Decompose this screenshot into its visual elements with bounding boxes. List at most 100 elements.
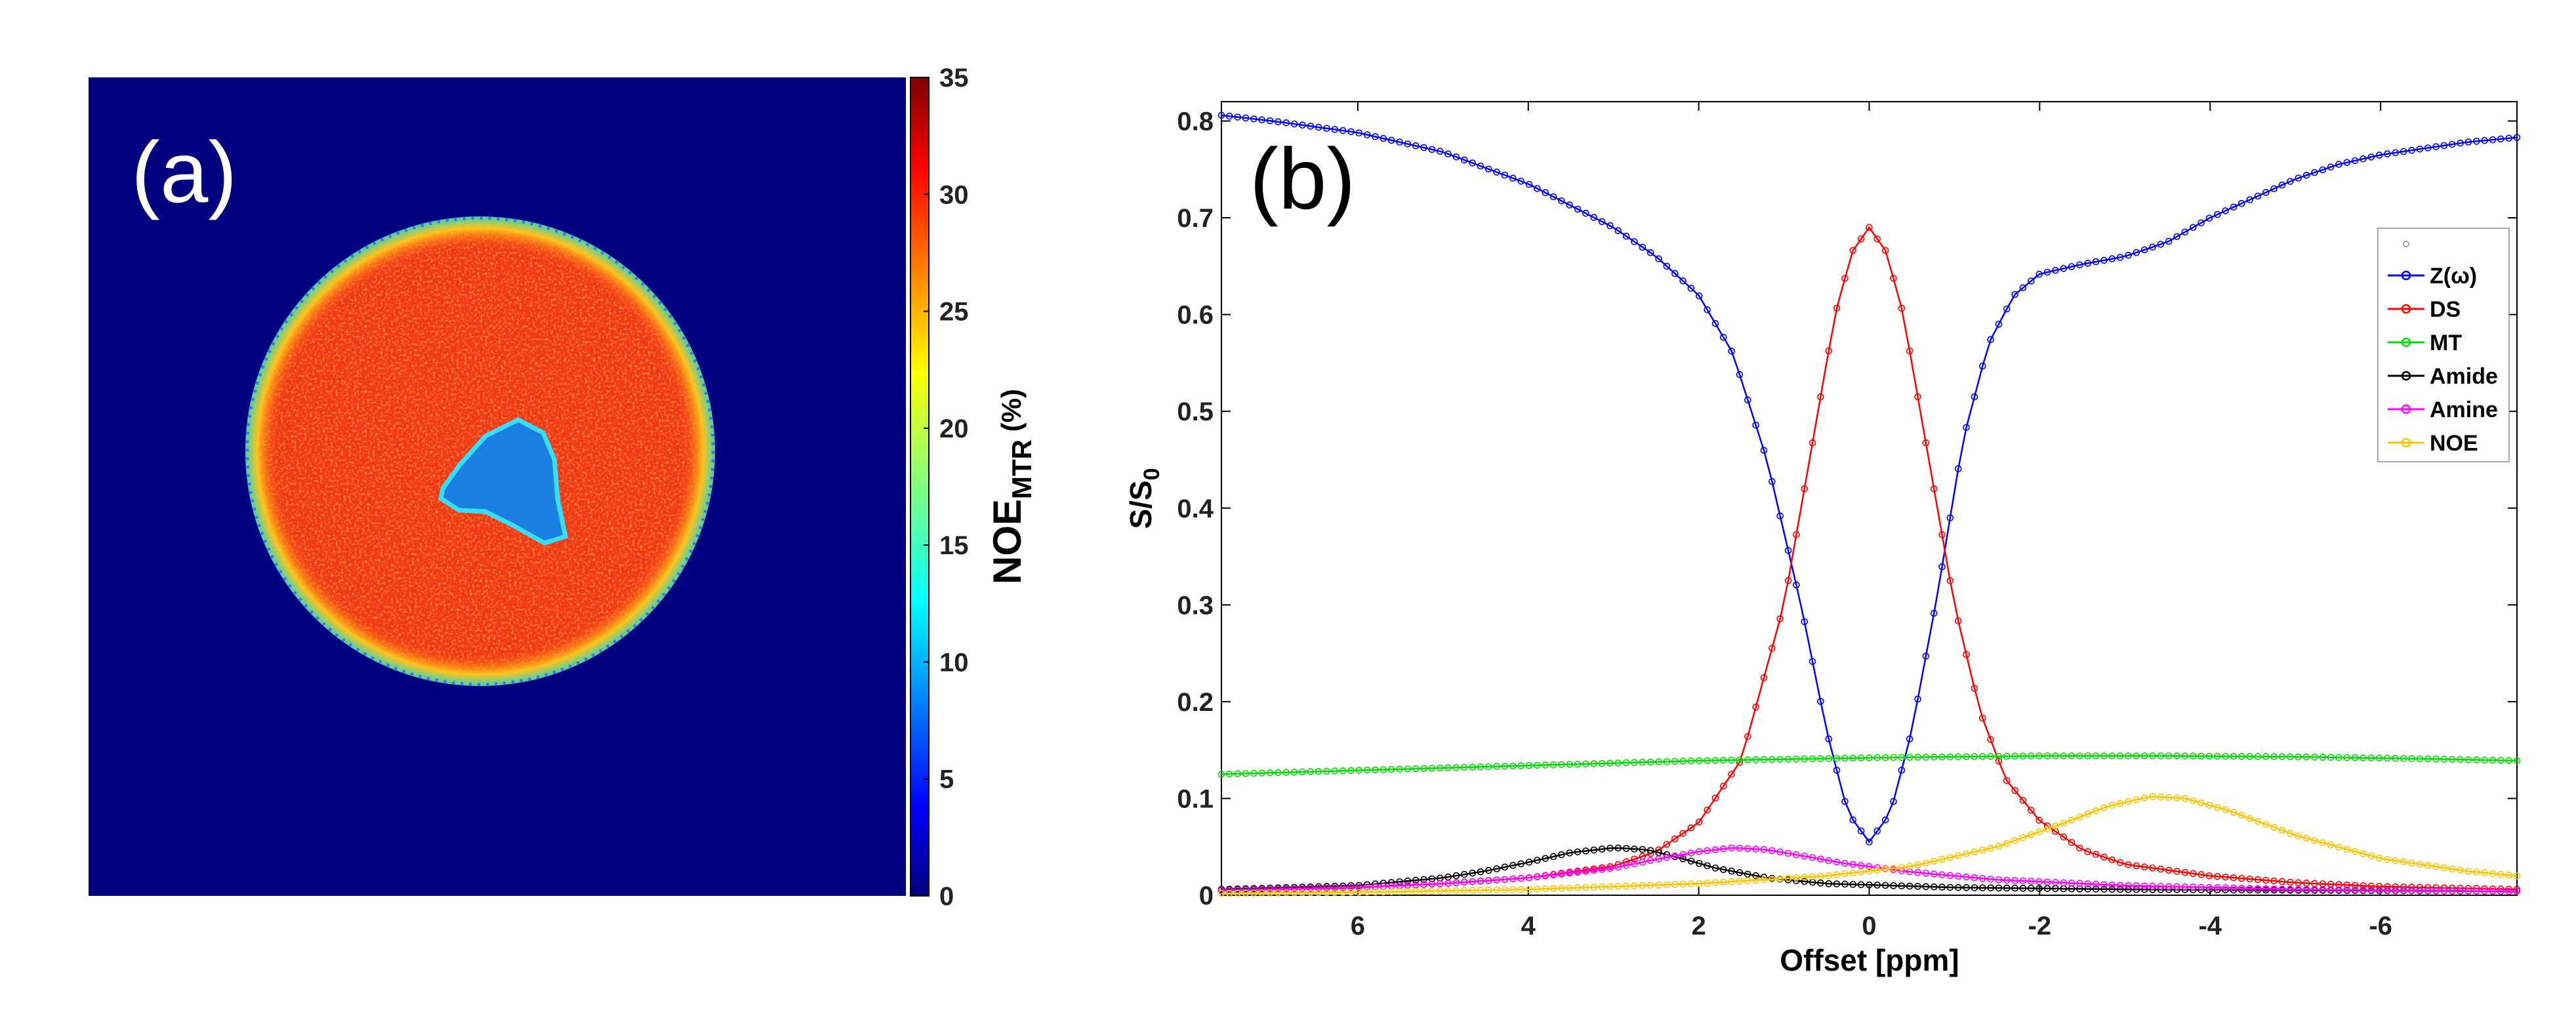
data-point: [2367, 886, 2375, 894]
data-point: [1226, 889, 1233, 897]
data-point: [2319, 839, 2327, 847]
data-point: [1760, 876, 1768, 883]
data-point: [1784, 577, 1792, 584]
data-point: [1793, 531, 1800, 538]
data-point: [1955, 617, 1962, 625]
data-point: [2254, 818, 2262, 825]
data-point: [2222, 886, 2229, 894]
data-point: [1866, 867, 1873, 875]
data-point: [1501, 886, 1509, 894]
data-point: [2230, 203, 2238, 211]
data-point: [2035, 817, 2043, 824]
data-point: [2335, 843, 2342, 851]
data-point: [1914, 861, 1921, 868]
data-point: [2392, 149, 2400, 157]
data-point: [2116, 799, 2124, 807]
data-point: [2335, 161, 2342, 168]
data-point: [2464, 138, 2472, 146]
data-point: [1622, 862, 1630, 869]
data-point: [2351, 848, 2359, 855]
data-point: [1857, 862, 1865, 869]
data-point: [2464, 756, 2472, 763]
data-point: [1768, 847, 1776, 855]
data-point: [1817, 879, 1824, 887]
data-point: [2125, 798, 2132, 805]
data-point: [1234, 770, 1241, 778]
data-point: [1404, 140, 1412, 148]
data-point: [1290, 889, 1298, 897]
data-point: [1396, 765, 1403, 773]
data-point: [2116, 752, 2124, 759]
data-point: [1995, 884, 2003, 892]
data-point: [2360, 886, 2367, 894]
data-point: [1987, 753, 1994, 760]
data-point: [2238, 875, 2245, 882]
data-point: [1825, 755, 1833, 762]
data-point: [1906, 347, 1913, 355]
data-point: [2473, 887, 2480, 895]
data-point: [1396, 888, 1403, 895]
data-point: [1736, 869, 1744, 876]
data-point: [1347, 128, 1355, 136]
data-point: [1679, 758, 1687, 765]
data-point: [1946, 883, 1954, 891]
data-point: [1825, 880, 1833, 887]
data-point: [2214, 873, 2221, 880]
data-point: [1226, 112, 1233, 120]
data-point: [2246, 815, 2253, 822]
data-point: [1679, 830, 1687, 837]
data-point: [1437, 887, 1444, 895]
data-point: [2449, 140, 2456, 148]
data-point: [2449, 756, 2456, 763]
data-point: [1639, 881, 1646, 889]
data-point: [1809, 854, 1816, 861]
y-tick-label: 0.2: [1177, 688, 1214, 717]
data-point: [2003, 777, 2011, 784]
data-point: [1428, 887, 1436, 895]
data-point: [1784, 874, 1792, 882]
data-point: [2205, 872, 2213, 879]
data-point: [2222, 884, 2229, 891]
data-point: [2028, 878, 2035, 885]
legend-swatch-marker: [2401, 337, 2411, 348]
data-point: [2028, 807, 2035, 814]
data-point: [1331, 126, 1339, 133]
data-point: [2222, 752, 2229, 760]
data-point: [1995, 758, 2003, 765]
data-point: [2262, 885, 2270, 893]
data-point: [2019, 284, 2027, 292]
data-point: [2198, 219, 2205, 227]
data-point: [2108, 856, 2116, 864]
data-point: [1469, 887, 1476, 894]
data-point: [1590, 760, 1598, 767]
data-point: [2230, 753, 2238, 760]
data-point: [2457, 887, 2464, 895]
data-point: [1866, 224, 1873, 232]
data-point: [1687, 824, 1695, 832]
data-point: [1558, 870, 1565, 878]
data-point: [1266, 769, 1274, 777]
data-point: [1914, 393, 1921, 401]
data-point: [2319, 754, 2327, 761]
data-point: [1606, 883, 1614, 891]
data-point: [2092, 752, 2100, 759]
legend-label: Z(ω): [2430, 264, 2477, 289]
data-point: [1704, 847, 1711, 855]
data-point: [1315, 885, 1322, 892]
data-point: [2035, 878, 2043, 885]
data-point: [2400, 887, 2407, 894]
data-point: [1428, 146, 1436, 153]
data-point: [2100, 256, 2108, 264]
data-point: [1582, 760, 1589, 768]
x-tick-label: -2: [2028, 912, 2052, 940]
data-point: [2190, 224, 2197, 232]
data-point: [2157, 752, 2165, 759]
data-point: [2287, 753, 2294, 761]
data-point: [1242, 770, 1250, 777]
data-point: [1380, 766, 1387, 773]
data-point: [1793, 581, 1800, 589]
data-point: [2408, 755, 2415, 762]
data-point: [1420, 876, 1427, 883]
data-point: [2157, 883, 2165, 890]
data-point: [1817, 755, 1824, 762]
